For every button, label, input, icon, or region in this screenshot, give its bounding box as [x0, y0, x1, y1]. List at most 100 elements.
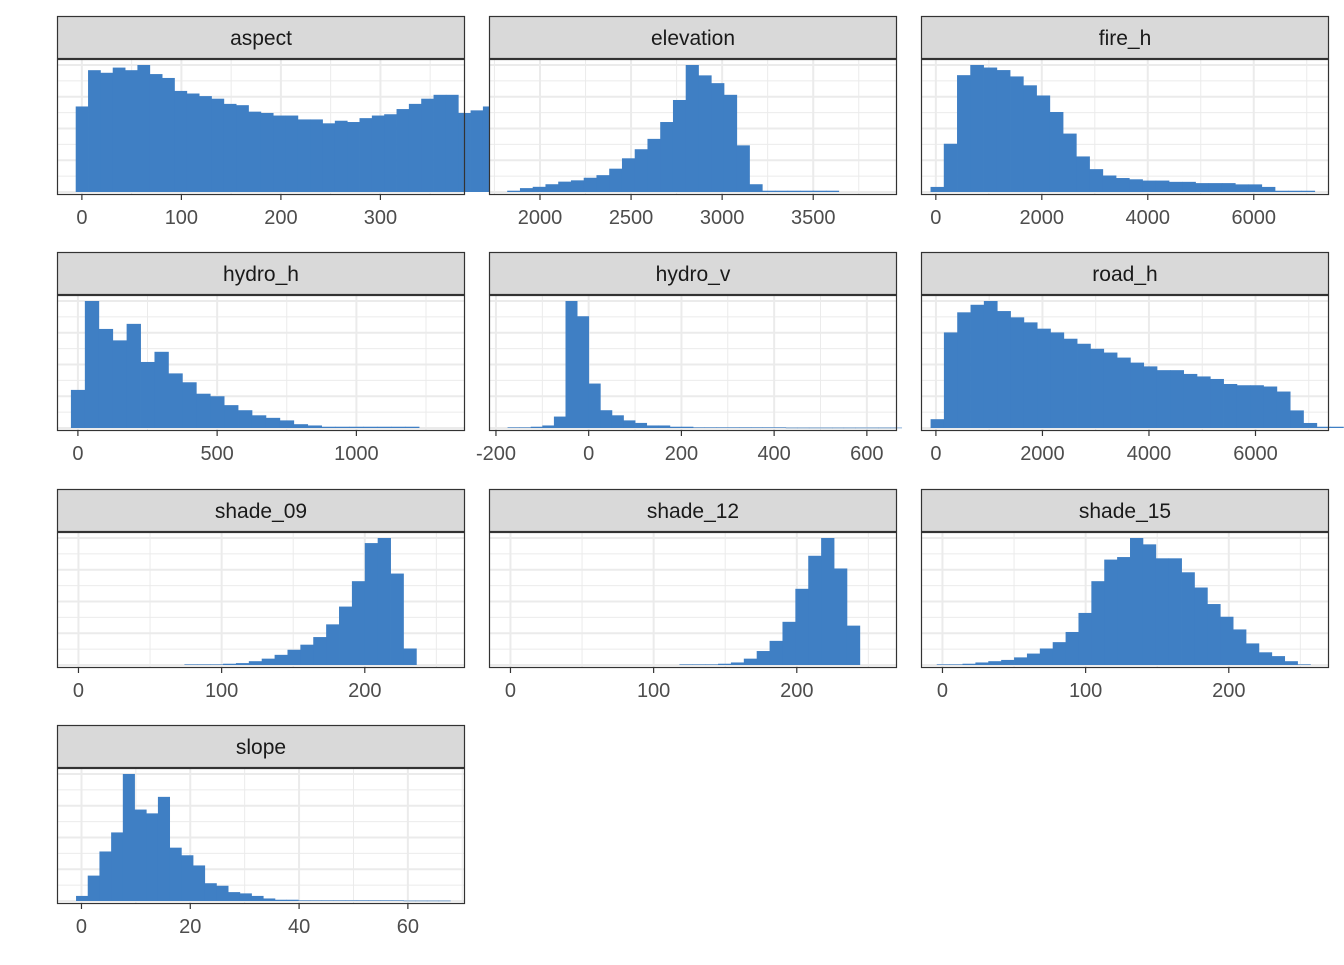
x-tick-label: 0 — [76, 916, 87, 938]
histogram-bar — [1235, 184, 1249, 192]
histogram-bar — [843, 427, 856, 429]
facet-road_h: road_h 0 2000 4000 6000 — [920, 251, 1344, 465]
histogram-bar — [168, 373, 183, 428]
histogram-bar — [377, 426, 392, 428]
x-tick-label: 3500 — [791, 207, 836, 229]
histogram-bar — [359, 118, 373, 192]
facet-strip-label: road_h — [1092, 263, 1157, 286]
histogram-bar — [380, 900, 393, 901]
panel-border — [920, 294, 1330, 432]
histogram-bar — [936, 664, 951, 665]
histogram-bar — [75, 106, 89, 192]
histogram-bar — [583, 177, 597, 192]
histogram-bar — [718, 663, 732, 665]
histogram-bar — [820, 427, 833, 429]
histogram-bar — [1063, 133, 1077, 192]
histogram-bar — [1049, 111, 1064, 192]
histogram-bar — [70, 389, 86, 428]
histogram-bar — [1050, 332, 1065, 428]
x-tick-label: 2000 — [518, 207, 563, 229]
histogram-bar — [335, 426, 350, 428]
histogram-bar — [997, 311, 1011, 428]
histogram-bar — [415, 900, 428, 902]
histogram-bar — [634, 149, 648, 192]
histogram-bar — [239, 893, 252, 901]
histogram-bar — [261, 658, 275, 665]
histogram-bar — [260, 112, 274, 192]
histogram-bar — [679, 664, 693, 665]
histogram-bar — [1155, 180, 1170, 192]
histogram-bar — [210, 396, 225, 428]
histogram-bar — [647, 138, 661, 192]
facet-aspect: aspect 0 100 200 300 — [56, 15, 508, 229]
histogram-bar — [223, 103, 237, 192]
histogram-bar — [787, 190, 801, 192]
histogram-bar — [1168, 558, 1182, 665]
histogram-bar — [1303, 422, 1318, 428]
histogram-bar — [307, 425, 322, 428]
histogram-bar — [1117, 557, 1131, 665]
histogram-bar — [426, 900, 440, 902]
facet-elevation: elevation 2000 2500 3000 3500 — [488, 15, 898, 229]
histogram-bar — [134, 809, 147, 901]
histogram-bar — [611, 415, 624, 428]
histogram-bar — [532, 186, 546, 192]
histogram-bar — [112, 340, 128, 428]
histogram-bar — [1245, 643, 1260, 665]
x-tick-label: 100 — [205, 680, 238, 702]
panel-border — [56, 531, 466, 669]
histogram-bar — [1258, 652, 1273, 665]
x-tick-label: 0 — [73, 680, 84, 702]
facet-strip-label: slope — [236, 736, 286, 759]
panel-border — [488, 58, 898, 196]
x-tick-label: 1000 — [334, 443, 379, 465]
histogram-bar — [1065, 631, 1079, 665]
histogram-bar — [186, 93, 200, 192]
histogram-bar — [286, 899, 299, 901]
histogram-bar — [223, 663, 237, 665]
histogram-bar — [322, 123, 336, 192]
histogram-bar — [1130, 538, 1144, 665]
x-tick-label: 6000 — [1233, 443, 1278, 465]
histogram-bar — [588, 383, 601, 428]
facet-slope: slope 0 20 40 60 — [56, 724, 466, 938]
histogram-bar — [558, 181, 572, 192]
facet-shade_12: shade_12 0 100 200 — [488, 488, 898, 702]
histogram-bar — [507, 427, 520, 428]
histogram-bar — [1014, 657, 1028, 665]
histogram-bar — [1170, 370, 1184, 428]
histogram-bar — [1274, 190, 1289, 192]
histogram-bar — [1078, 612, 1092, 665]
histogram-bar — [1195, 183, 1210, 192]
histogram-bar — [391, 426, 406, 428]
histogram-bar — [596, 175, 610, 192]
facet-strip — [920, 488, 1330, 533]
x-tick-label: 2000 — [1020, 207, 1065, 229]
histogram-bar — [149, 74, 163, 192]
histogram-bar — [769, 640, 783, 665]
histogram-bar — [396, 109, 410, 192]
histogram-bar — [983, 67, 998, 192]
histogram-bar — [279, 420, 295, 428]
facet-strip-label: elevation — [651, 27, 735, 50]
histogram-bar — [321, 426, 336, 428]
histogram-bar — [263, 898, 276, 901]
histogram-bar — [204, 883, 217, 901]
histogram-bar — [1129, 179, 1143, 192]
histogram-bar — [1156, 370, 1171, 428]
histogram-bar — [1182, 181, 1196, 192]
histogram-bar — [1236, 385, 1251, 428]
panel-border — [920, 58, 1330, 196]
histogram-bar — [1104, 559, 1118, 665]
histogram-bar — [1168, 181, 1183, 192]
histogram-bar — [196, 393, 211, 428]
histogram-bar — [211, 98, 225, 192]
histogram-bar — [609, 168, 623, 192]
histogram-bar — [390, 573, 404, 665]
x-tick-label: 0 — [72, 443, 83, 465]
histogram-bar — [1290, 410, 1304, 428]
histogram-bar — [1023, 85, 1037, 192]
histogram-bar — [750, 427, 763, 428]
facet-strip-label: hydro_h — [223, 263, 299, 286]
